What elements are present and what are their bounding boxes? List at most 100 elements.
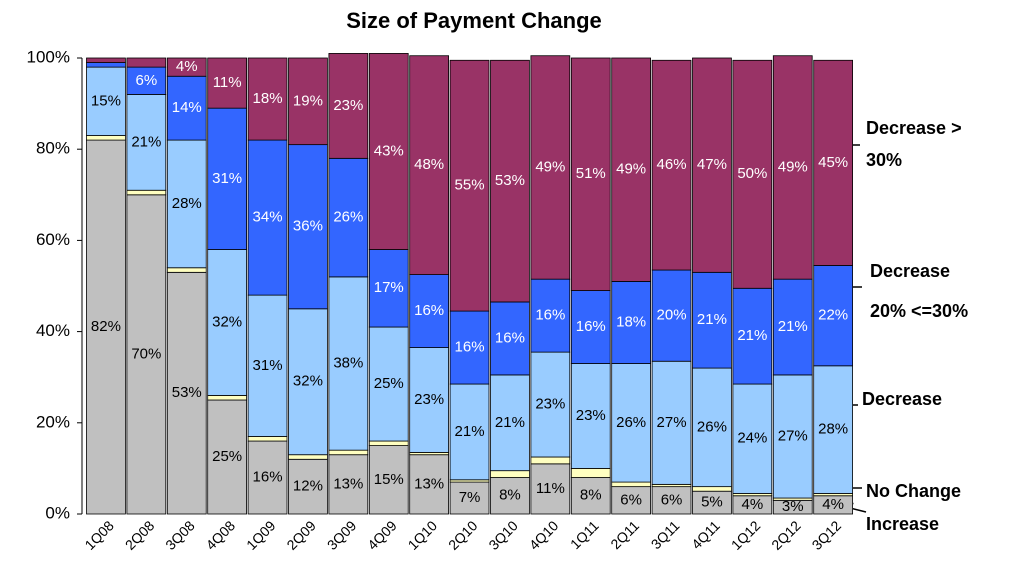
bar-segment [368,440,409,447]
data-label: 43% [374,142,404,159]
x-tick-label: 2Q12 [768,517,804,553]
data-label: 23% [333,97,363,114]
data-label: 27% [657,414,687,431]
chart-title: Size of Payment Change [346,8,602,33]
bar-segment [449,59,490,312]
bar-segment [449,383,490,481]
x-tick-label: 4Q10 [526,517,562,553]
bar-segment [409,55,450,276]
bar-segment [813,59,854,266]
data-label: 28% [172,195,202,212]
bar-segment [732,383,773,494]
bar-segment [126,57,167,68]
bar-segment [490,374,530,472]
y-tick-label: 20% [36,412,70,431]
bar-segment [611,57,652,282]
y-tick-label: 80% [36,139,70,158]
x-tick-label: 1Q09 [243,517,279,553]
data-label: 20% [657,307,687,324]
bar-segment [328,157,369,278]
data-label: 31% [212,170,242,187]
data-label: 4% [176,58,198,75]
bar-segment [692,486,732,492]
bar-segment [368,445,409,515]
bar-segment [328,449,369,456]
bar-segment [692,271,732,369]
data-label: 26% [697,418,727,435]
data-label: 28% [818,421,848,438]
data-label: 48% [414,156,444,173]
x-tick-label: 4Q09 [364,517,400,553]
bar-segment [86,62,126,68]
bar-segment [409,454,450,515]
bar-segment [368,53,409,250]
data-label: 13% [333,475,363,492]
bar-segment [247,440,288,515]
bar-segment [207,249,247,396]
data-label: 23% [576,407,606,424]
data-label: 36% [293,218,323,235]
bar-segment [166,75,207,141]
bar-segment [611,281,652,364]
bar-segment [86,135,126,141]
bar-segment [288,144,328,310]
bar-segment [490,470,530,478]
data-label: 21% [697,311,727,328]
data-label: 53% [495,172,525,189]
data-label: 12% [293,478,323,495]
x-tick-label: 1Q11 [567,517,602,552]
data-label: 16% [414,302,444,319]
data-label: 49% [778,158,808,175]
bar-segment [409,274,450,348]
data-label: 18% [616,313,646,330]
data-label: 55% [455,177,485,194]
data-label: 25% [212,448,242,465]
data-label: 11% [213,74,242,91]
data-label: 53% [172,384,202,401]
data-label: 16% [455,339,485,356]
bar-segment [449,310,490,385]
data-label: 26% [616,414,646,431]
bar-segment [732,59,773,289]
bar-segment [207,399,247,515]
data-label: 3% [782,498,804,515]
bar-segment [247,139,288,296]
data-label: 24% [737,430,767,447]
data-label: 26% [333,209,363,226]
data-label: 27% [778,427,808,444]
data-label: 50% [737,165,767,182]
data-label: 4% [742,496,764,513]
bar-segment [288,57,328,146]
bar-segment [611,363,652,483]
data-label: 21% [737,327,767,344]
legend-label: No Change [866,481,962,501]
bar-segment [207,395,247,401]
x-tick-label: 2Q08 [122,517,158,553]
data-label: 49% [616,161,646,178]
data-label: 6% [136,72,158,89]
bar-segment [570,467,611,478]
bar-segment [166,267,207,273]
data-label: 70% [131,345,161,362]
data-label: 49% [535,158,565,175]
bar-segment [530,351,571,458]
data-label: 32% [212,313,242,330]
bar-segment [570,57,611,291]
data-label: 7% [459,489,481,506]
x-tick-label: 3Q09 [324,517,360,553]
data-label: 13% [414,475,444,492]
data-label: 25% [374,375,404,392]
bar-segment [86,139,126,515]
x-tick-label: 4Q08 [203,517,239,553]
bar-segment [368,326,409,442]
bar-segment [288,458,328,515]
x-tick-label: 2Q11 [607,517,642,552]
y-tick-label: 100% [27,47,70,66]
legend-label: Decrease [862,389,943,409]
bar-segment [813,365,854,494]
x-tick-label: 1Q08 [81,517,117,553]
bar-segment [207,57,247,109]
bar-segment [247,57,288,141]
x-tick-label: 4Q11 [688,517,723,552]
